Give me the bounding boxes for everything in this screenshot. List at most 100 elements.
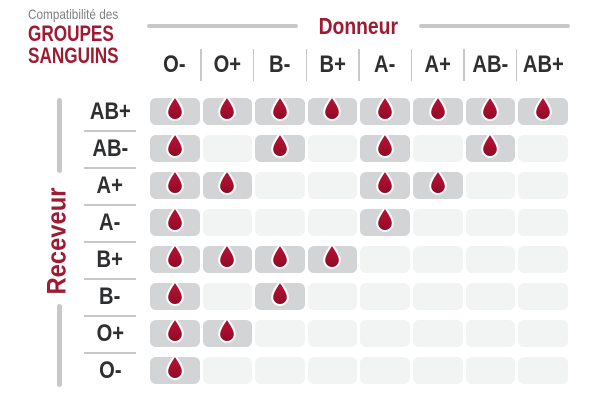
cell-b-neg-b-pos: [307, 283, 358, 310]
cell-ab-pos-a-pos: [413, 95, 463, 125]
blood-drop-icon: [376, 132, 394, 158]
row-header-label: AB-: [92, 134, 128, 162]
donor-axis-label-text: Donneur: [318, 13, 399, 39]
column-header-label: O+: [213, 50, 242, 78]
row-separator: [84, 241, 136, 243]
cell-ab-neg-o-neg: [150, 132, 200, 162]
cell-b-neg-a-neg: [360, 283, 410, 310]
blood-drop-icon: [165, 95, 184, 121]
title-groupes-text: GROUPES: [28, 21, 114, 46]
blood-drop-icon: [376, 95, 394, 121]
column-header-label: AB+: [522, 50, 564, 78]
cell-b-neg-ab-pos: [518, 283, 568, 310]
cell-ab-neg-b-pos: [307, 135, 358, 162]
row-separator: [84, 167, 136, 169]
cell-a-neg-a-neg: [360, 206, 410, 236]
cell-o-neg-b-pos: [307, 357, 358, 384]
cell-a-pos-ab-pos: [518, 172, 568, 199]
blood-drop-icon: [481, 95, 500, 121]
blood-drop-icon: [271, 243, 289, 269]
column-separator: [305, 49, 307, 81]
receiver-axis-label: Receveur: [41, 187, 72, 295]
blood-drop-icon: [165, 243, 184, 269]
cell-o-neg-o-neg: [150, 354, 200, 384]
cell-b-neg-a-pos: [413, 283, 463, 310]
blood-drop-icon: [376, 206, 394, 232]
blood-drop-icon: [165, 132, 184, 158]
cell-b-pos-o-pos: [202, 243, 253, 273]
row-header-b-pos: B+: [80, 246, 140, 273]
cell-b-pos-b-neg: [255, 243, 305, 273]
cell-ab-neg-ab-pos: [518, 135, 568, 162]
column-header-o-pos: O+: [203, 48, 253, 81]
column-separator: [410, 49, 413, 81]
cell-ab-neg-o-pos: [202, 135, 253, 162]
cell-ab-pos-b-pos: [307, 95, 358, 125]
cell-b-neg-o-neg: [150, 280, 200, 310]
row-header-label: B-: [99, 282, 121, 310]
column-header-b-neg: B-: [255, 48, 305, 81]
title-block: Compatibilité des GROUPES SANGUINS: [28, 6, 144, 67]
row-header-a-neg: A-: [80, 209, 140, 236]
column-separator: [463, 49, 465, 81]
row-header-ab-pos: AB+: [80, 98, 140, 125]
blood-drop-icon: [481, 132, 500, 158]
cell-ab-neg-b-neg: [255, 132, 305, 162]
cell-o-pos-o-pos: [202, 317, 253, 347]
cell-o-neg-ab-neg: [465, 357, 516, 384]
blood-drop-icon: [218, 95, 237, 121]
cell-b-pos-o-neg: [150, 243, 200, 273]
row-header-label: O+: [96, 319, 124, 347]
cell-b-pos-ab-pos: [518, 246, 568, 273]
row-separator: [84, 315, 136, 317]
column-header-o-neg: O-: [150, 48, 200, 81]
row-header-o-neg: O-: [80, 357, 140, 384]
blood-drop-icon: [165, 317, 184, 343]
cell-o-neg-ab-pos: [518, 357, 568, 384]
cell-b-pos-ab-neg: [465, 246, 516, 273]
cell-a-pos-b-pos: [307, 172, 358, 199]
cell-a-neg-o-pos: [202, 209, 253, 236]
cell-b-pos-a-neg: [360, 246, 410, 273]
cell-b-pos-a-pos: [413, 246, 463, 273]
cell-a-neg-b-pos: [307, 209, 358, 236]
row-header-label: B+: [96, 245, 124, 273]
blood-drop-icon: [428, 169, 447, 195]
blood-drop-icon: [165, 206, 184, 232]
donor-axis-line-left: [147, 23, 299, 29]
blood-drop-icon: [218, 243, 237, 269]
cell-o-pos-a-pos: [413, 320, 463, 347]
cell-ab-pos-o-neg: [150, 95, 200, 125]
cell-a-neg-b-neg: [255, 209, 305, 236]
cell-a-pos-a-neg: [360, 169, 410, 199]
donor-axis-line-right: [418, 23, 570, 29]
column-header-ab-neg: AB-: [466, 48, 516, 81]
cell-b-neg-o-pos: [202, 283, 253, 310]
blood-drop-icon: [323, 95, 342, 121]
row-header-a-pos: A+: [80, 172, 140, 199]
title-sanguins-text: SANGUINS: [28, 43, 119, 68]
cell-ab-pos-b-neg: [255, 95, 305, 125]
title-eyebrow: Compatibilité des: [28, 6, 144, 23]
cell-o-neg-a-pos: [413, 357, 463, 384]
cell-ab-pos-o-pos: [202, 95, 253, 125]
row-header-label: AB+: [89, 97, 131, 125]
row-separator: [84, 130, 136, 132]
title-eyebrow-text: Compatibilité des: [28, 6, 119, 22]
column-separator: [358, 49, 360, 81]
row-header-b-neg: B-: [80, 283, 140, 310]
blood-drop-icon: [271, 132, 289, 158]
row-header-label: A-: [99, 208, 121, 236]
cell-b-neg-ab-neg: [465, 283, 516, 310]
row-separator: [84, 352, 136, 354]
blood-drop-icon: [165, 169, 184, 195]
title-line-sanguins: SANGUINS: [28, 45, 144, 67]
cell-ab-neg-ab-neg: [465, 132, 516, 162]
row-header-label: O-: [98, 356, 122, 384]
blood-drop-icon: [165, 280, 184, 306]
cell-ab-pos-ab-pos: [518, 95, 568, 125]
column-header-ab-pos: AB+: [518, 48, 568, 81]
receiver-axis-line-top: [57, 98, 62, 173]
cell-o-neg-a-neg: [360, 357, 410, 384]
